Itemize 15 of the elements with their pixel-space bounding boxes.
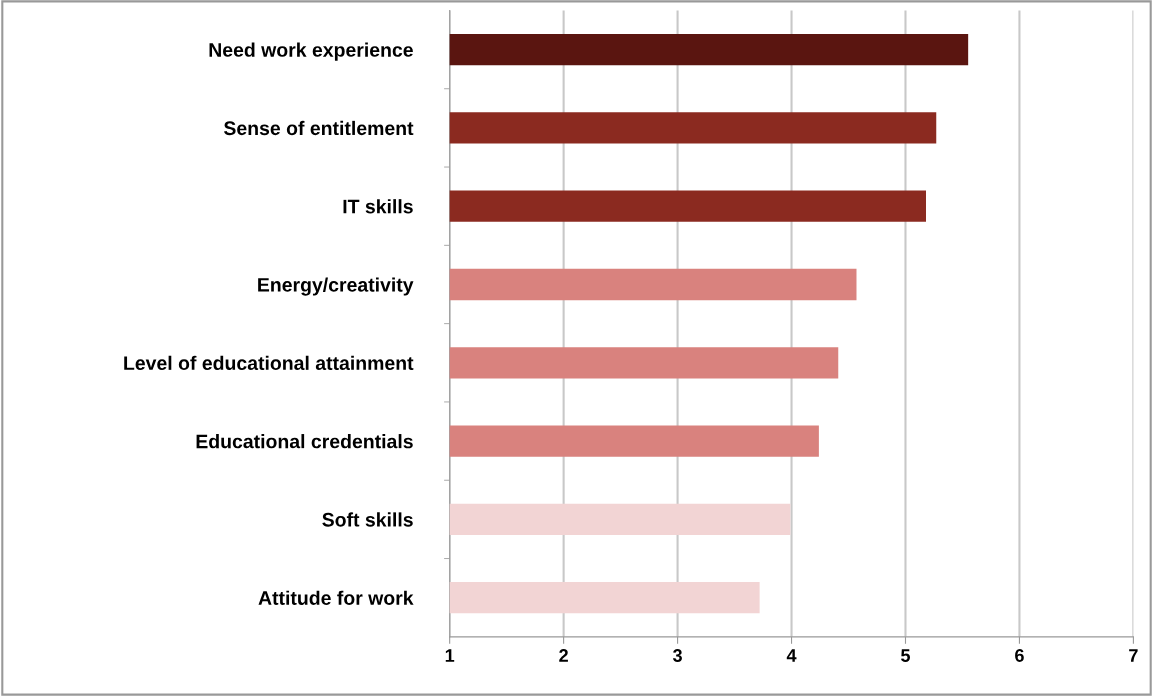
y-tick-label: Energy/creativity: [258, 277, 414, 296]
y-tick-label: Sense of entitlement: [223, 120, 414, 136]
y-tick-label: IT skills: [343, 199, 413, 214]
x-tick-label: 6: [1015, 649, 1024, 662]
y-tick-label: Soft skills: [322, 512, 413, 527]
y-tick-label: Attitude for work: [258, 590, 414, 605]
x-tick-label: 4: [786, 649, 797, 662]
y-tick-label: Educational credentials: [196, 434, 413, 449]
y-tick-label: Level of educational attainment: [124, 355, 414, 371]
x-tick-label: 2: [559, 649, 568, 662]
x-tick-label: 7: [1129, 649, 1138, 662]
x-tick-label: 5: [901, 649, 911, 662]
x-tick-label: 3: [672, 649, 682, 662]
y-tick-label: Need work experience: [209, 42, 413, 61]
x-tick-label: 1: [445, 649, 455, 662]
